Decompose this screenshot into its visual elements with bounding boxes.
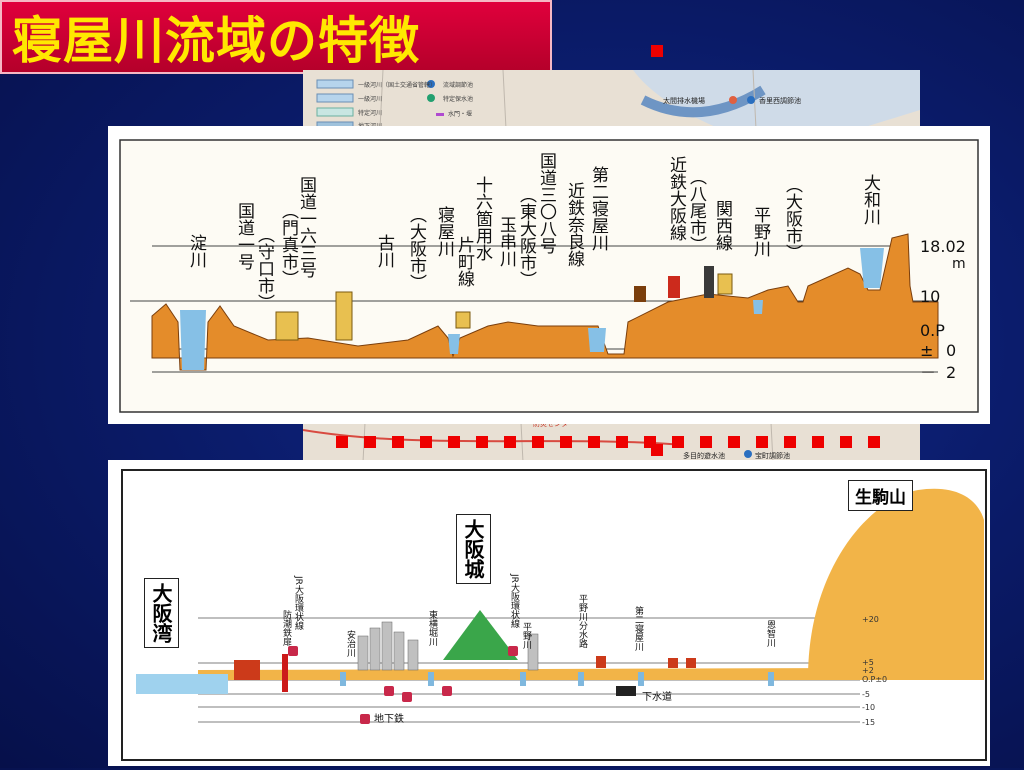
label-higashiosaka: （東大阪市） xyxy=(516,186,536,288)
lower-cross-section: +20 +5 +2 O.P±0 -5 -10 -15 下水道 地下鉄 生駒山 大… xyxy=(108,460,990,766)
label-kokudo1: 国道一号 xyxy=(234,202,254,270)
dotted-marker-line xyxy=(336,436,916,448)
label-jr-loop-right: JR大阪環状線 xyxy=(509,574,519,628)
label-subway: 地下鉄 xyxy=(374,712,404,725)
lower-scale-minus10: -10 xyxy=(862,703,875,712)
label-yamato: 大和川 xyxy=(860,174,880,225)
label-tamakushi: 玉串川 xyxy=(496,216,516,267)
map-place-tamokuteki: 多目的遊水池 xyxy=(683,451,725,460)
label-jurokken: 十六箇用水 xyxy=(472,176,492,261)
label-bosai: 防潮鉄扉 xyxy=(281,610,291,646)
label-yao: （八尾市） xyxy=(686,168,706,253)
upper-scale-two: 2 xyxy=(946,363,956,382)
upper-scale-zero: 0 xyxy=(946,341,956,360)
label-ajigawa: 安治川 xyxy=(345,630,355,657)
marker-dot xyxy=(651,444,663,456)
label-neyagawa: 寝屋川 xyxy=(434,206,454,257)
upper-scale-op: 0.P xyxy=(920,321,945,340)
upper-scale-10: 10 xyxy=(920,287,940,306)
label-hiranogawa: 平野川 xyxy=(521,622,531,649)
upper-cross-section: 18.02 m 10 0.P ± 0 － 2 淀川 国道一号 （守口市） 国道一… xyxy=(108,126,990,424)
marker-dot xyxy=(651,45,663,57)
upper-profile-svg: 18.02 m 10 0.P ± 0 － 2 xyxy=(119,139,979,413)
upper-scale-minus: － xyxy=(920,363,936,382)
lower-scale-minus5: -5 xyxy=(862,690,870,699)
label-yodogawa: 淀川 xyxy=(186,234,206,268)
slide-title: 寝屋川流域の特徴 xyxy=(12,12,420,70)
lower-scale-minus15: -15 xyxy=(862,718,875,727)
lower-scale-20: +20 xyxy=(862,615,879,624)
map-legend-3: 特定河川 xyxy=(358,109,382,117)
lower-scale-5: +5 xyxy=(862,658,874,667)
label-kokudo163: 国道一六三号 xyxy=(296,176,316,278)
lower-scale-op: O.P±0 xyxy=(862,675,887,684)
label-kintetsu-nara: 近鉄奈良線 xyxy=(564,182,584,267)
label-onchi: 恩智川 xyxy=(765,620,775,647)
label-moriguchi: （守口市） xyxy=(254,226,274,311)
label-furukawa: 古川 xyxy=(374,234,394,268)
label-kansai: 関西線 xyxy=(712,200,732,251)
lower-scale-2: +2 xyxy=(862,666,874,675)
upper-scale-1802: 18.02 xyxy=(920,237,966,256)
label-daini-neyagawa-lower: 第二寝屋川 xyxy=(633,606,643,651)
map-legend-5: 流域調節池 xyxy=(443,81,473,89)
slide-title-box: 寝屋川流域の特徴 xyxy=(0,0,552,74)
map-legend-2: 一級河川 xyxy=(358,95,382,103)
label-kintetsu-osaka: 近鉄大阪線 xyxy=(666,156,686,241)
label-hirano: 平野川 xyxy=(750,206,770,257)
label-kokudo308: 国道三〇八号 xyxy=(536,152,556,254)
label-osaka-city-left: （大阪市） xyxy=(406,206,426,291)
map-legend-6: 特定保水池 xyxy=(443,95,473,103)
upper-scale-unit: m xyxy=(952,256,966,272)
map-place-kouri: 香里西調節池 xyxy=(759,96,801,105)
label-kadoma: （門真市） xyxy=(278,202,298,287)
map-place-takaramachi: 宝町調節池 xyxy=(755,451,790,460)
lower-profile-svg: +20 +5 +2 O.P±0 -5 -10 -15 下水道 地下鉄 xyxy=(121,469,987,761)
map-legend-1: 一級河川（国土交通省管轄） xyxy=(358,81,436,89)
label-osaka-city-right: （大阪市） xyxy=(782,176,802,261)
label-ikoma: 生駒山 xyxy=(848,480,913,511)
label-katamachi: 片町線 xyxy=(454,236,474,287)
label-jr-loop-left: JR大阪環状線 xyxy=(293,576,303,630)
map-legend-7: 水門・堰 xyxy=(448,110,472,118)
upper-scale-pm: ± xyxy=(920,341,933,360)
map-place-taima: 太間排水機場 xyxy=(663,96,705,105)
label-osaka-castle: 大阪城 xyxy=(456,514,491,584)
label-osaka-bay: 大阪湾 xyxy=(144,578,179,648)
label-daini-neyagawa: 第二寝屋川 xyxy=(588,166,608,251)
label-sewer: 下水道 xyxy=(642,690,672,703)
label-higashiyokobori: 東横堀川 xyxy=(427,610,437,646)
label-hirano-bunsui: 平野川分水路 xyxy=(577,594,587,648)
